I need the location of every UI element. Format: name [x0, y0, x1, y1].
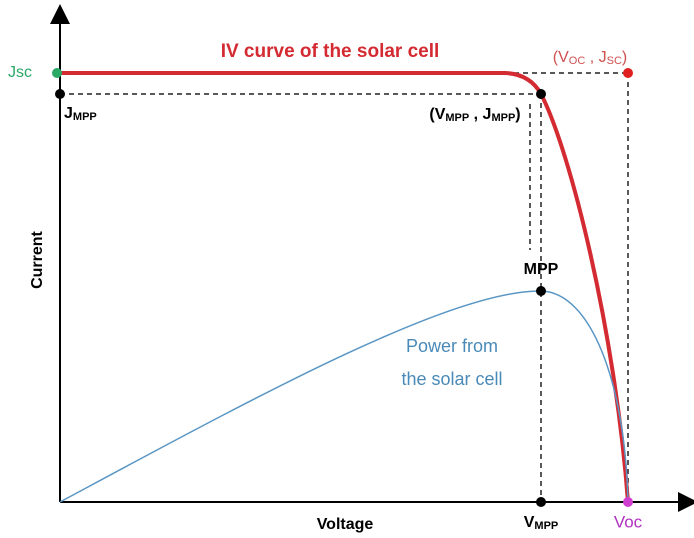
jmpp-dot: [55, 89, 65, 99]
voc-label: Voc: [614, 512, 643, 531]
mpp-iv-dot: [536, 89, 546, 99]
mpp-dot: [536, 286, 546, 296]
voc-jsc-label: (VOC , JSC): [553, 49, 627, 67]
x-axis-label: Voltage: [317, 516, 374, 533]
curve-title: IV curve of the solar cell: [221, 41, 440, 62]
jsc-dot: [52, 68, 62, 78]
jmpp-label: JMPP: [64, 105, 97, 123]
voc-dot: [623, 497, 633, 507]
power-label: the solar cell: [401, 369, 502, 389]
vmpp-dot: [536, 497, 546, 507]
vmpp-jmpp-label: (VMPP , JMPP): [429, 106, 520, 124]
power-curve: [59, 290, 629, 503]
y-axis-label: Current: [29, 230, 46, 288]
voc-jsc-dot: [623, 68, 633, 78]
vmpp-label: VMPP: [524, 514, 559, 532]
guide-lines: [60, 72, 629, 502]
jsc-label: Jsc: [8, 64, 32, 81]
mpp-label: MPP: [524, 261, 559, 278]
power-label: Power from: [406, 336, 498, 356]
iv-curve: [57, 71, 630, 503]
